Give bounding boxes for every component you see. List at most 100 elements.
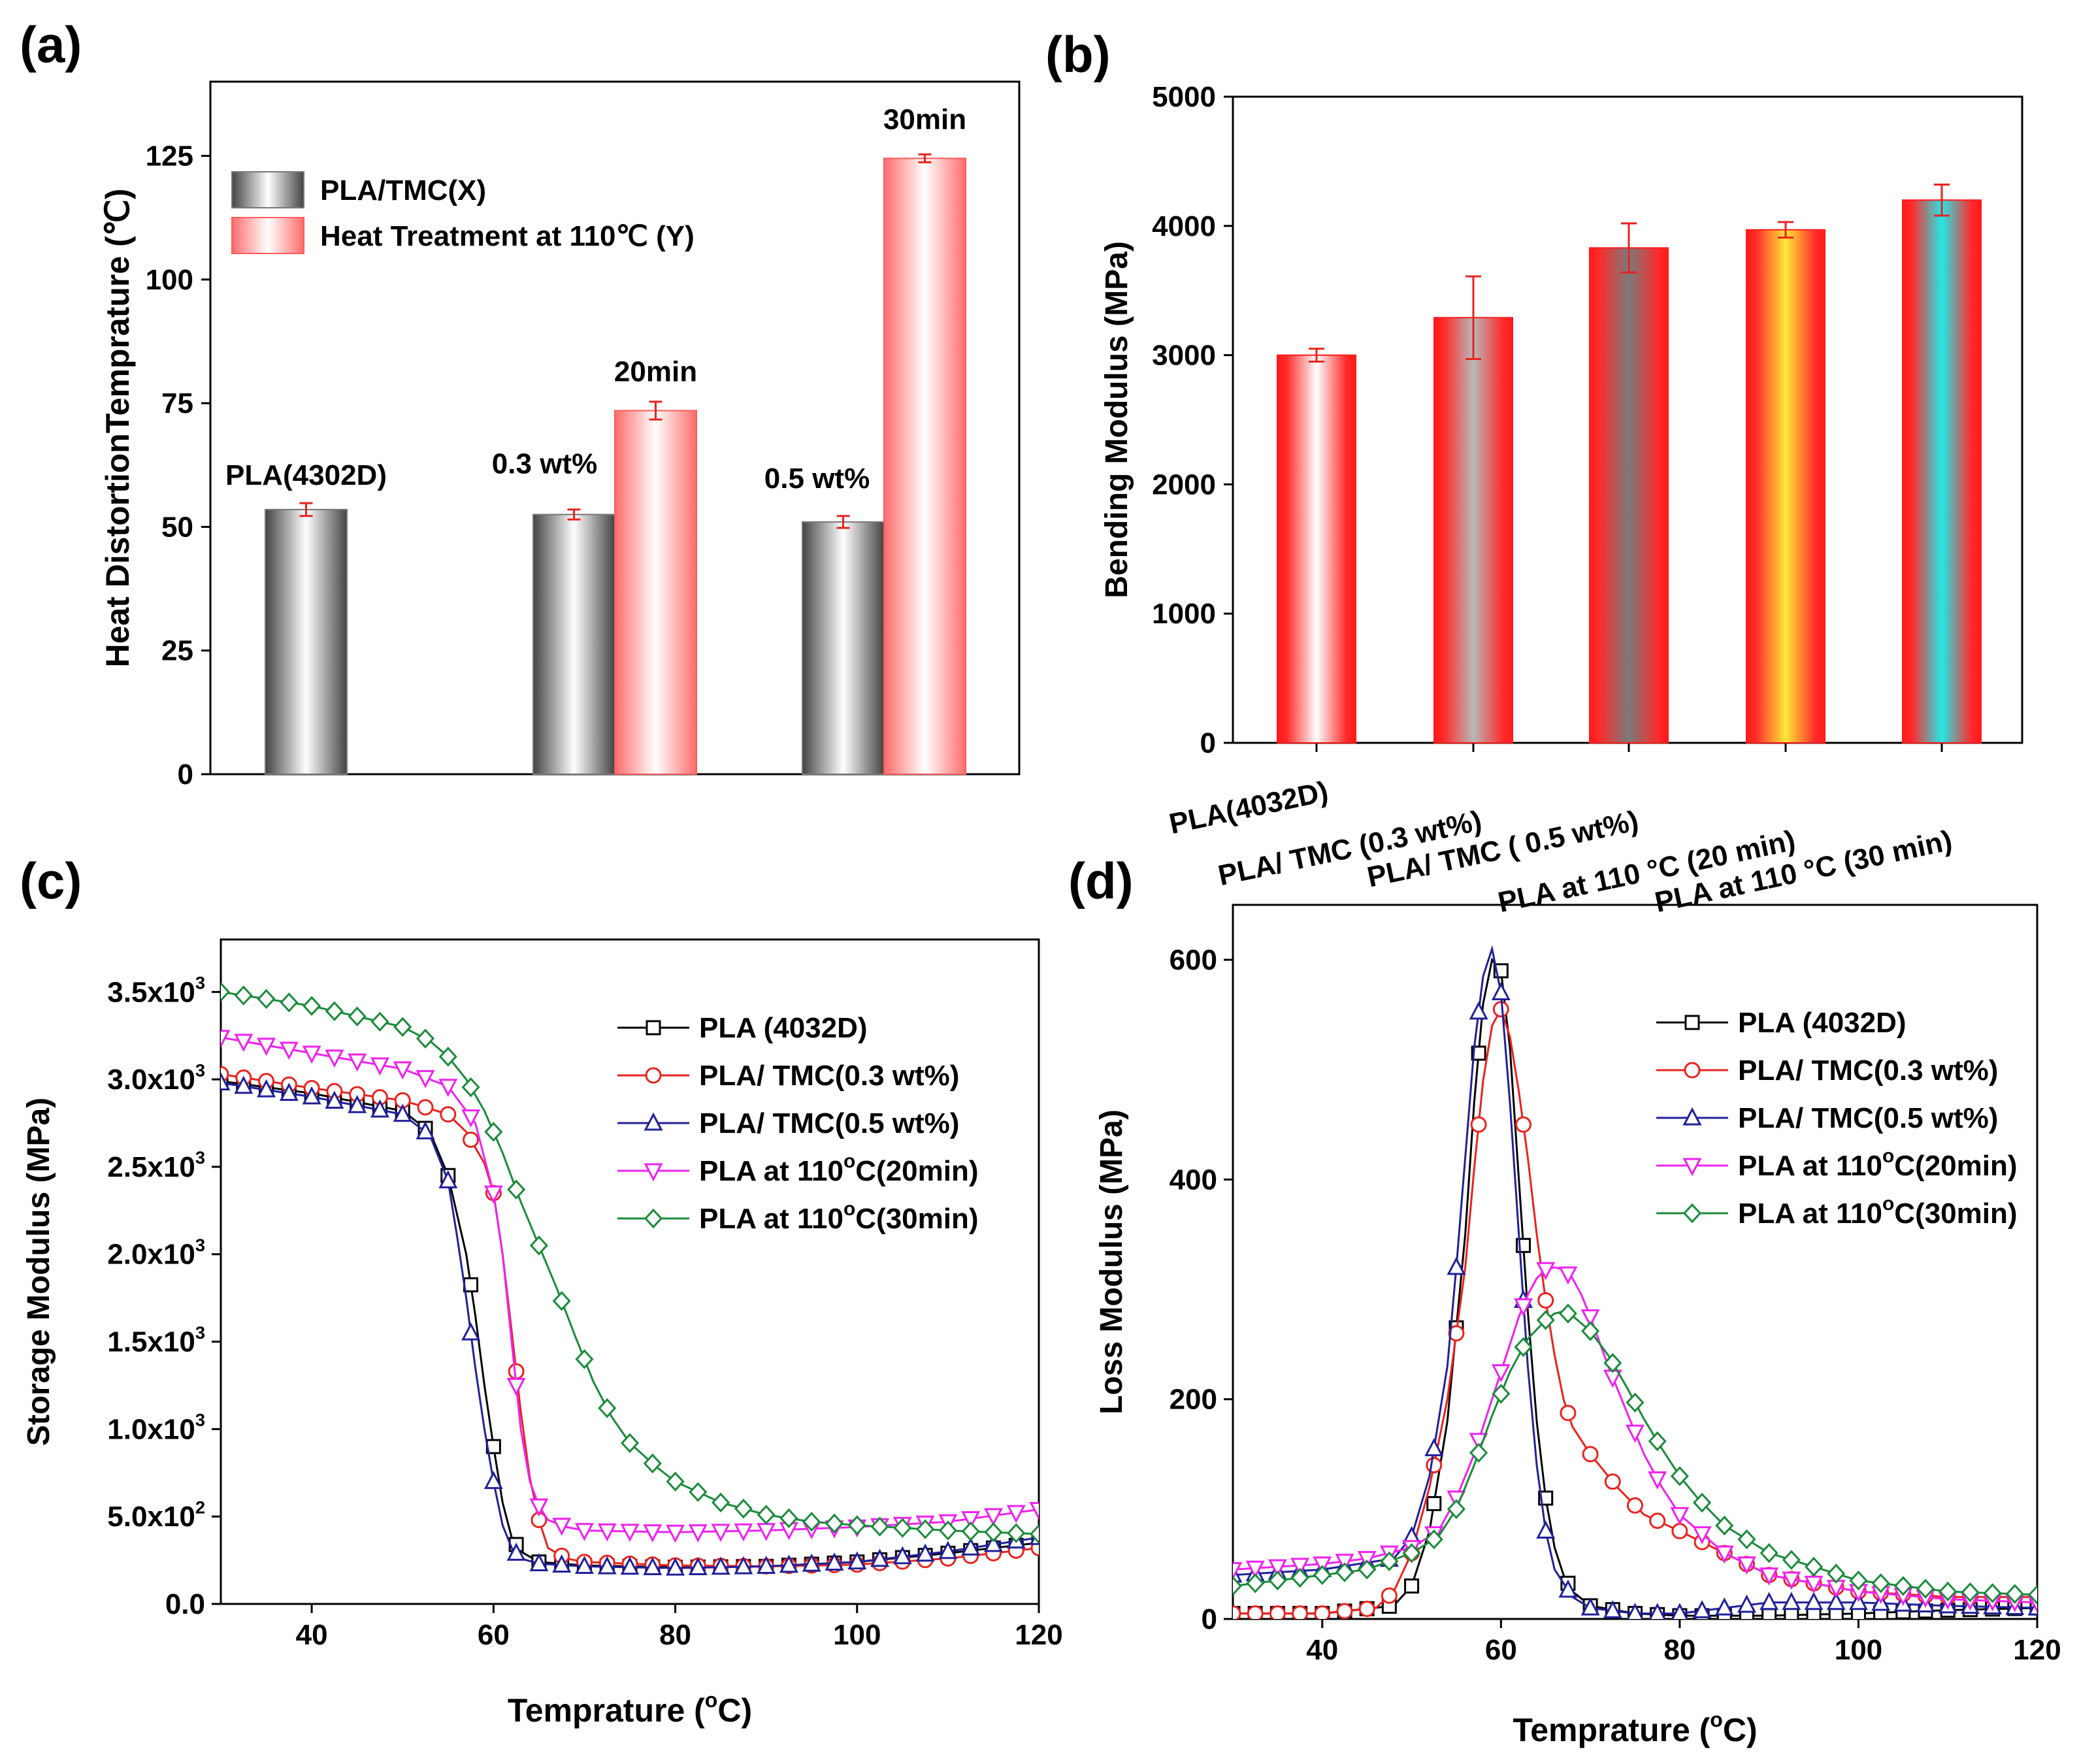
data-point bbox=[1558, 1579, 1578, 1598]
data-point bbox=[666, 1557, 685, 1576]
y-axis-label: Loss Modulus (MPa) bbox=[1094, 1109, 1129, 1414]
data-point bbox=[440, 1106, 457, 1123]
data-point bbox=[257, 1079, 276, 1098]
data-point bbox=[711, 1524, 730, 1543]
y-tick-label: 2000 bbox=[1152, 468, 1216, 500]
data-point bbox=[1536, 1520, 1556, 1539]
data-point bbox=[506, 1543, 526, 1561]
legend-label: PLA/ TMC(0.3 wt%) bbox=[1738, 1054, 1998, 1086]
data-point bbox=[1268, 1559, 1287, 1578]
data-point bbox=[463, 1131, 480, 1148]
data-point bbox=[1313, 1556, 1332, 1575]
data-point bbox=[666, 1524, 685, 1543]
data-point bbox=[1290, 1567, 1309, 1588]
legend-label: PLA at 110oC(20min) bbox=[1738, 1145, 2018, 1182]
data-point bbox=[1671, 1603, 1688, 1619]
data-point bbox=[1358, 1560, 1377, 1580]
bar bbox=[1902, 199, 1982, 743]
data-point bbox=[825, 1552, 844, 1571]
data-point bbox=[507, 1179, 526, 1200]
data-point bbox=[1335, 1562, 1354, 1582]
data-point bbox=[1469, 1001, 1488, 1020]
data-point bbox=[325, 1049, 344, 1068]
data-point bbox=[892, 1546, 912, 1565]
data-point bbox=[1670, 1466, 1689, 1486]
data-point bbox=[1580, 1309, 1600, 1328]
y-tick-label: 3000 bbox=[1152, 340, 1216, 372]
data-point bbox=[1693, 1492, 1712, 1513]
data-point bbox=[1233, 1576, 1243, 1596]
panel-label-b: (b) bbox=[1045, 25, 1111, 83]
y-tick-label: 2.5x103 bbox=[107, 1147, 205, 1183]
data-point bbox=[574, 1556, 594, 1574]
data-point bbox=[597, 1523, 617, 1542]
x-tick-label: 120 bbox=[2013, 1634, 2061, 1666]
data-point bbox=[1761, 1608, 1777, 1619]
series-line bbox=[221, 1081, 1039, 1569]
data-point bbox=[1469, 1443, 1488, 1463]
data-point bbox=[438, 1170, 458, 1188]
bar-label: PLA(4302D) bbox=[225, 459, 387, 491]
legend-label: Heat Treatment at 110℃ (Y) bbox=[320, 220, 695, 252]
data-point bbox=[1626, 1392, 1645, 1413]
data-point bbox=[1692, 1526, 1712, 1544]
data-point bbox=[438, 1047, 457, 1067]
data-point bbox=[1682, 1203, 1702, 1224]
data-point bbox=[1537, 1292, 1554, 1309]
data-point bbox=[2027, 1584, 2037, 1605]
data-point bbox=[961, 1537, 981, 1556]
y-tick-label: 3.5x103 bbox=[107, 972, 205, 1008]
legend-label: PLA at 110oC(30min) bbox=[1738, 1193, 2018, 1230]
series-line bbox=[221, 1073, 1039, 1567]
data-point bbox=[1233, 1605, 1241, 1619]
data-point bbox=[847, 1551, 867, 1570]
data-point bbox=[461, 1322, 481, 1341]
data-point bbox=[1580, 1597, 1600, 1616]
data-point bbox=[734, 1556, 753, 1575]
panel-label-d: (d) bbox=[1068, 852, 1134, 909]
data-point bbox=[1560, 1405, 1577, 1422]
x-tick-label: 40 bbox=[296, 1619, 328, 1651]
series-group bbox=[221, 982, 1039, 1576]
data-point bbox=[1404, 1578, 1420, 1594]
bar bbox=[1433, 317, 1513, 744]
data-point bbox=[393, 1061, 412, 1080]
bar bbox=[802, 521, 885, 775]
data-point bbox=[221, 1072, 231, 1090]
data-point bbox=[1514, 1298, 1533, 1317]
legend-swatch bbox=[231, 171, 304, 208]
data-point bbox=[734, 1523, 753, 1542]
data-point bbox=[463, 1277, 479, 1293]
data-point bbox=[1893, 1576, 1912, 1596]
data-point bbox=[552, 1518, 572, 1536]
data-point bbox=[1826, 1592, 1846, 1610]
data-point bbox=[1290, 1558, 1310, 1576]
data-point bbox=[779, 1554, 798, 1573]
data-point bbox=[1233, 1561, 1243, 1580]
bar-label: 30min bbox=[883, 103, 966, 135]
data-point bbox=[1627, 1497, 1643, 1514]
y-tick-label: 1000 bbox=[1152, 598, 1216, 630]
data-point bbox=[598, 1398, 617, 1418]
data-point bbox=[1358, 1601, 1375, 1618]
data-point bbox=[688, 1524, 708, 1543]
data-point bbox=[1582, 1446, 1599, 1463]
data-point bbox=[348, 1053, 367, 1072]
data-point bbox=[370, 1057, 389, 1076]
bar-label: 0.3 wt% bbox=[492, 448, 597, 480]
data-point bbox=[257, 988, 276, 1009]
legend-label: PLA (4032D) bbox=[1738, 1007, 1907, 1039]
x-tick-label: 100 bbox=[833, 1619, 881, 1651]
data-point bbox=[348, 1095, 367, 1113]
data-point bbox=[1782, 1592, 1801, 1610]
y-axis-label: Storage Modulus (MPa) bbox=[22, 1098, 56, 1446]
panel-label-a: (a) bbox=[20, 16, 82, 73]
data-point bbox=[1247, 1605, 1264, 1619]
data-point bbox=[870, 1548, 890, 1567]
y-tick-label: 75 bbox=[161, 387, 193, 419]
data-point bbox=[757, 1505, 776, 1525]
data-point bbox=[221, 1030, 231, 1049]
x-tick-label: 40 bbox=[1306, 1634, 1338, 1666]
bar bbox=[1277, 354, 1356, 743]
data-point bbox=[1581, 1321, 1600, 1341]
